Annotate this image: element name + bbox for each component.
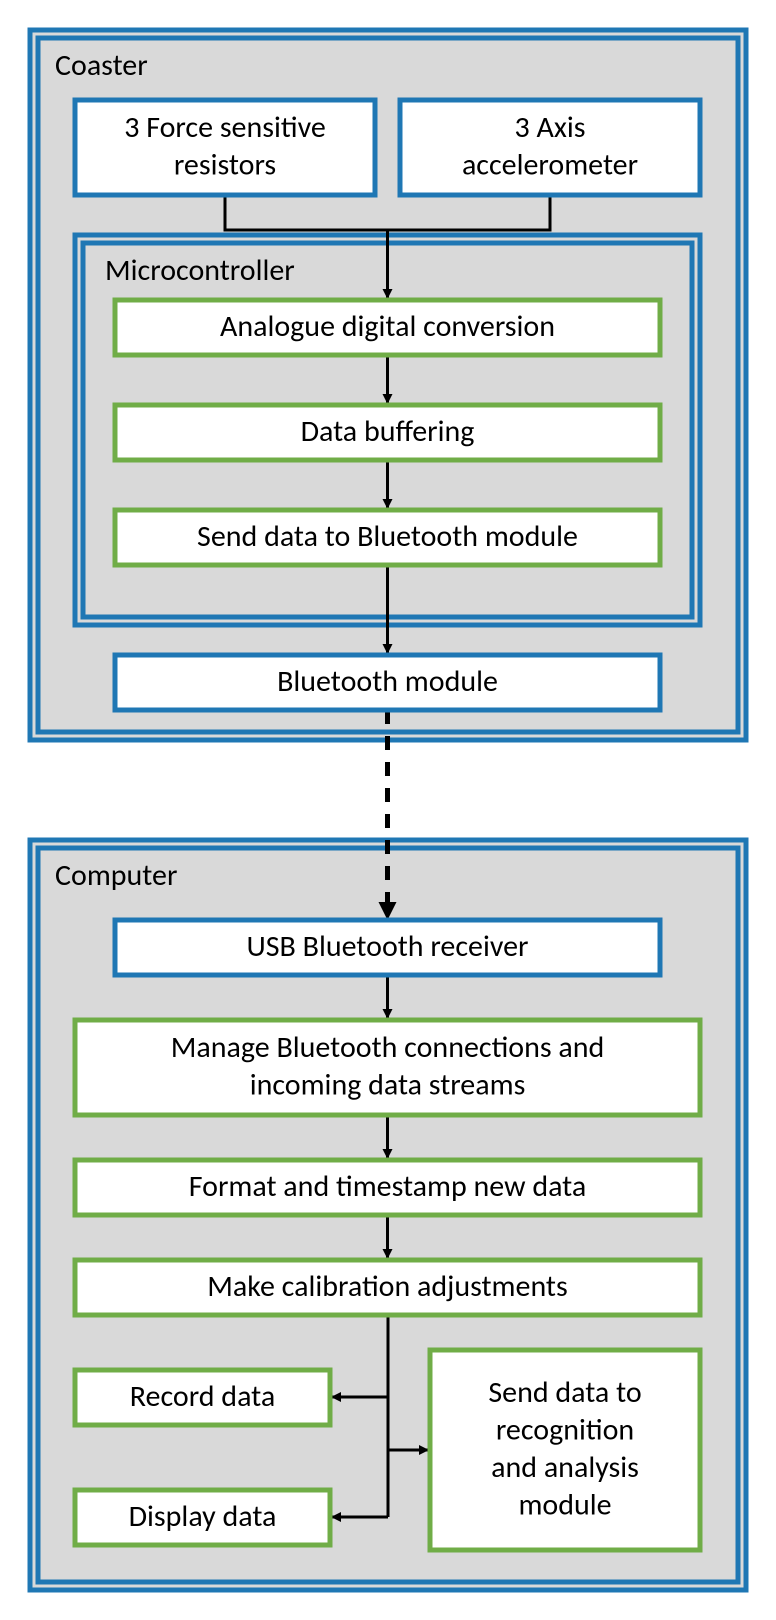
node-rcg-label: module xyxy=(518,1487,611,1524)
node-buf-label: Data buffering xyxy=(301,413,475,450)
container-micro-label: Microcontroller xyxy=(105,252,295,289)
node-fsr-label: 3 Force sensitive xyxy=(124,109,326,146)
node-mgr-label: Manage Bluetooth connections and xyxy=(171,1029,605,1066)
node-rcg-label: and analysis xyxy=(491,1449,639,1486)
container-coaster-label: Coaster xyxy=(55,47,148,84)
node-btm-label: Bluetooth module xyxy=(277,663,498,700)
node-fmt-label: Format and timestamp new data xyxy=(189,1168,586,1205)
container-computer-label: Computer xyxy=(55,857,177,894)
node-rec-label: Record data xyxy=(130,1378,275,1415)
node-usb-label: USB Bluetooth receiver xyxy=(247,928,529,965)
node-mgr-label: incoming data streams xyxy=(250,1067,526,1104)
node-rcg-label: recognition xyxy=(496,1412,634,1449)
flowchart-diagram: 3 Force sensitiveresistors 3 Axisaccelero… xyxy=(0,0,776,1620)
node-send-label: Send data to Bluetooth module xyxy=(197,518,578,555)
node-cal-label: Make calibration adjustments xyxy=(207,1268,567,1305)
node-acc-label: 3 Axis xyxy=(515,109,586,146)
node-fsr-label: resistors xyxy=(174,147,276,184)
node-disp-label: Display data xyxy=(129,1498,277,1535)
node-acc-label: accelerometer xyxy=(462,147,638,184)
node-adc-label: Analogue digital conversion xyxy=(220,308,555,345)
node-rcg-label: Send data to xyxy=(488,1374,641,1411)
